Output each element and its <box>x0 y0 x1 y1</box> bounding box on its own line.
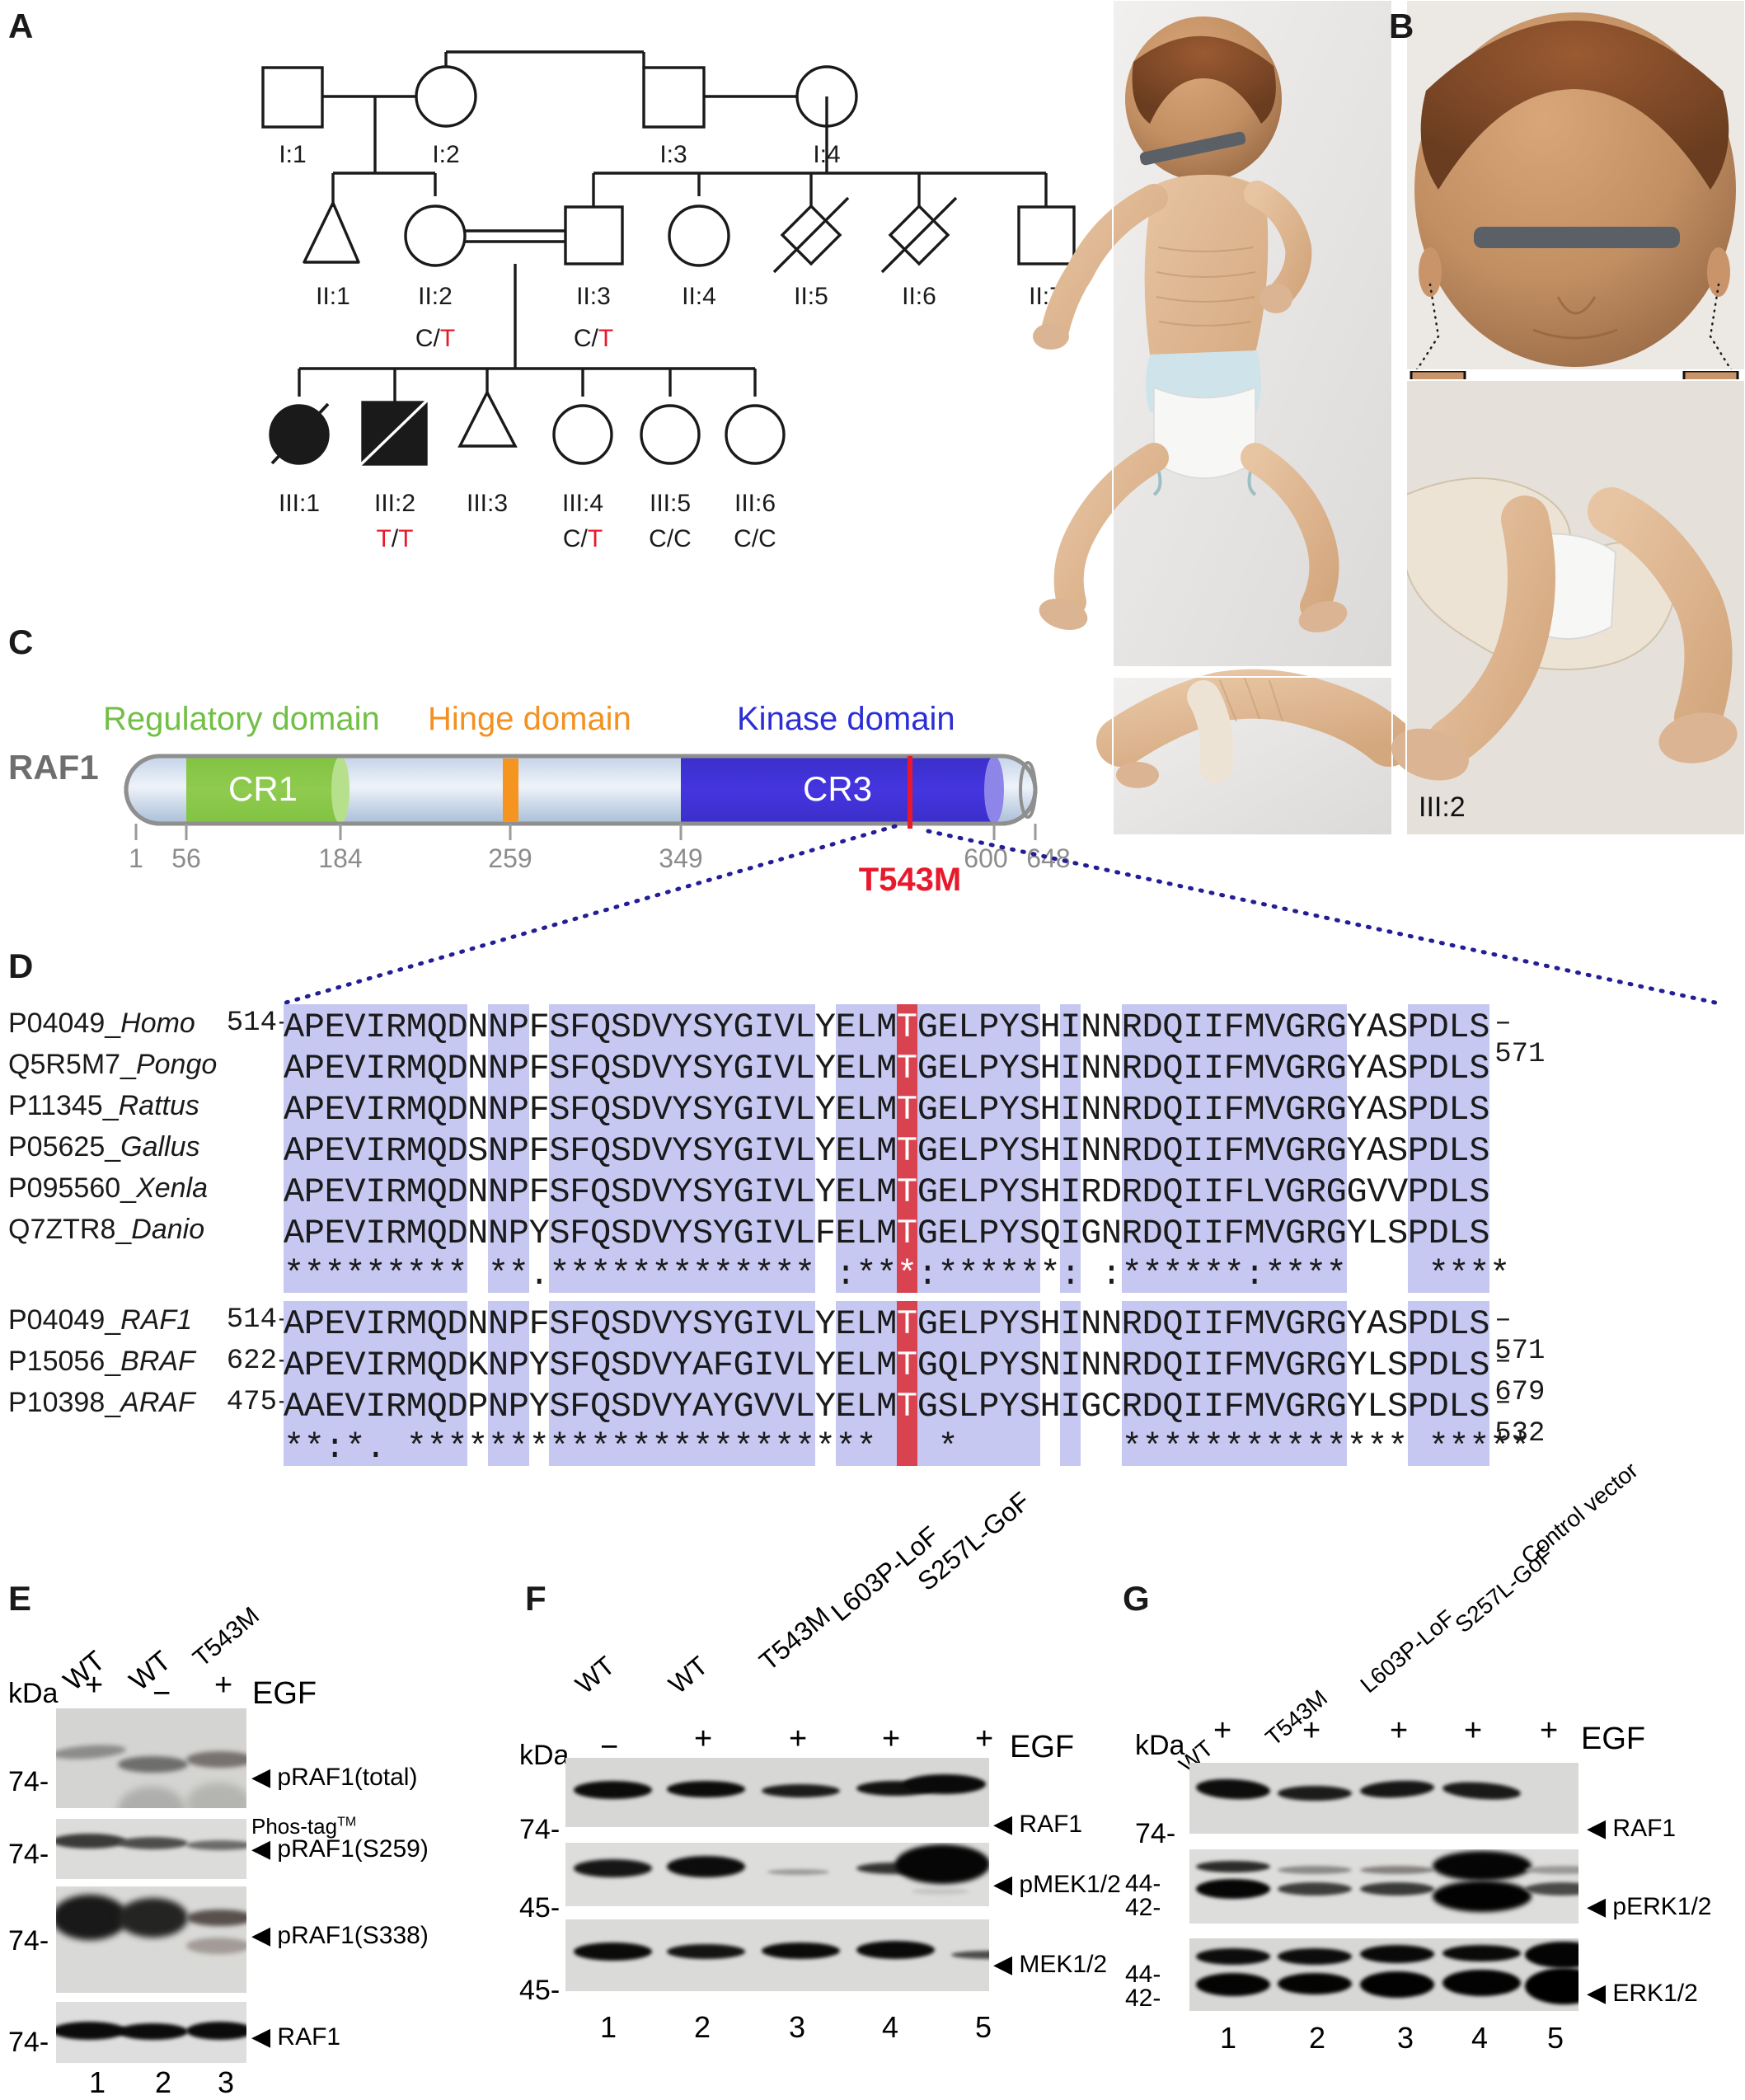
svg-text:259: 259 <box>488 843 532 873</box>
svg-text:1: 1 <box>129 843 143 873</box>
svg-text:Kinase domain: Kinase domain <box>737 701 955 737</box>
svg-text:Hinge domain: Hinge domain <box>428 701 631 737</box>
svg-text:T543M: T543M <box>859 862 962 898</box>
svg-text:Regulatory domain: Regulatory domain <box>103 701 380 737</box>
svg-text:56: 56 <box>171 843 201 873</box>
svg-text:648: 648 <box>1026 843 1070 873</box>
svg-text:349: 349 <box>659 843 702 873</box>
svg-text:184: 184 <box>318 843 362 873</box>
svg-text:RAF1: RAF1 <box>8 748 99 787</box>
svg-text:CR3: CR3 <box>803 769 872 808</box>
svg-text:CR1: CR1 <box>228 769 298 808</box>
